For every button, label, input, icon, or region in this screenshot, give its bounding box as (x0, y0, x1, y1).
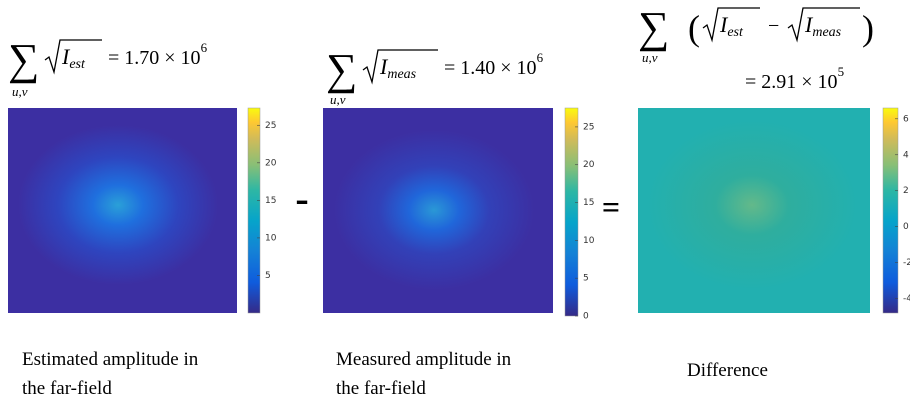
colorbar-tick-label: 20 (583, 160, 595, 170)
rhs: = 1.70 × 10 (108, 47, 201, 69)
colorbar-tick-label: 20 (265, 158, 277, 168)
var-subscript: est (727, 25, 744, 40)
colorbar-tick-label: -4 (903, 294, 910, 304)
rhs: = 1.40 × 10 (444, 57, 537, 79)
colorbar-tick-label: -2 (903, 258, 910, 268)
var-subscript: est (69, 57, 86, 72)
exponent: 5 (838, 64, 845, 79)
paren: ) (862, 8, 874, 48)
caption: Estimated amplitude in (22, 349, 199, 370)
sum-subscript: u,v (642, 50, 658, 65)
var: I (61, 44, 71, 69)
radical (44, 39, 102, 75)
var: I (719, 12, 729, 37)
caption: Measured amplitude in (336, 349, 512, 370)
equation-var: Iest (61, 44, 86, 72)
operator: - (295, 176, 308, 221)
heatmap (334, 130, 534, 290)
operator: = (602, 189, 620, 225)
exponent: 6 (537, 50, 544, 65)
colorbar (247, 107, 261, 314)
colorbar-tick-label: 25 (265, 121, 276, 131)
rhs: = 2.91 × 10 (745, 71, 838, 93)
colorbar-tick-label: 6 (903, 114, 909, 124)
colorbar-tick-label: 10 (583, 236, 595, 246)
caption: the far-field (336, 378, 426, 399)
equation-rhs: = 1.70 × 106 (108, 40, 208, 69)
paren: ( (688, 8, 700, 48)
colorbar-tick-label: 5 (265, 271, 271, 281)
equation-var: Imeas (804, 12, 842, 40)
var: I (804, 12, 814, 37)
var-subscript: meas (812, 25, 841, 40)
colorbar-tick-label: 5 (583, 274, 589, 284)
colorbar-tick-label: 10 (265, 233, 277, 243)
colorbar-tick-label: 2 (903, 186, 909, 196)
sum-symbol: ∑ (638, 3, 669, 52)
sum-subscript: u,v (12, 84, 28, 99)
colorbar-tick-label: 4 (903, 150, 909, 160)
radical (702, 7, 760, 43)
sum-symbol: ∑ (326, 45, 357, 94)
colorbar-tick-label: 15 (583, 198, 594, 208)
equation-rhs: = 1.40 × 106 (444, 50, 544, 79)
minus: − (768, 15, 779, 37)
caption: the far-field (22, 378, 112, 399)
exponent: 6 (201, 40, 208, 55)
heatmap (18, 125, 218, 285)
colorbar-tick-label: 15 (265, 196, 276, 206)
colorbar-tick-label: 25 (583, 122, 594, 132)
colorbar (564, 107, 579, 317)
colorbar-tick-label: 0 (903, 222, 909, 232)
var-subscript: meas (387, 67, 416, 82)
heatmap (647, 120, 857, 290)
radical (787, 7, 860, 43)
colorbar-tick-label: 0 (583, 312, 589, 322)
var: I (379, 54, 389, 79)
equation-rhs: = 2.91 × 105 (745, 64, 844, 93)
colorbar (882, 107, 899, 314)
sum-subscript: u,v (330, 92, 346, 107)
radical (362, 49, 438, 85)
sum-symbol: ∑ (8, 35, 39, 84)
equation-var: Iest (719, 12, 744, 40)
equation-var: Imeas (379, 54, 417, 82)
caption: Difference (687, 360, 768, 381)
